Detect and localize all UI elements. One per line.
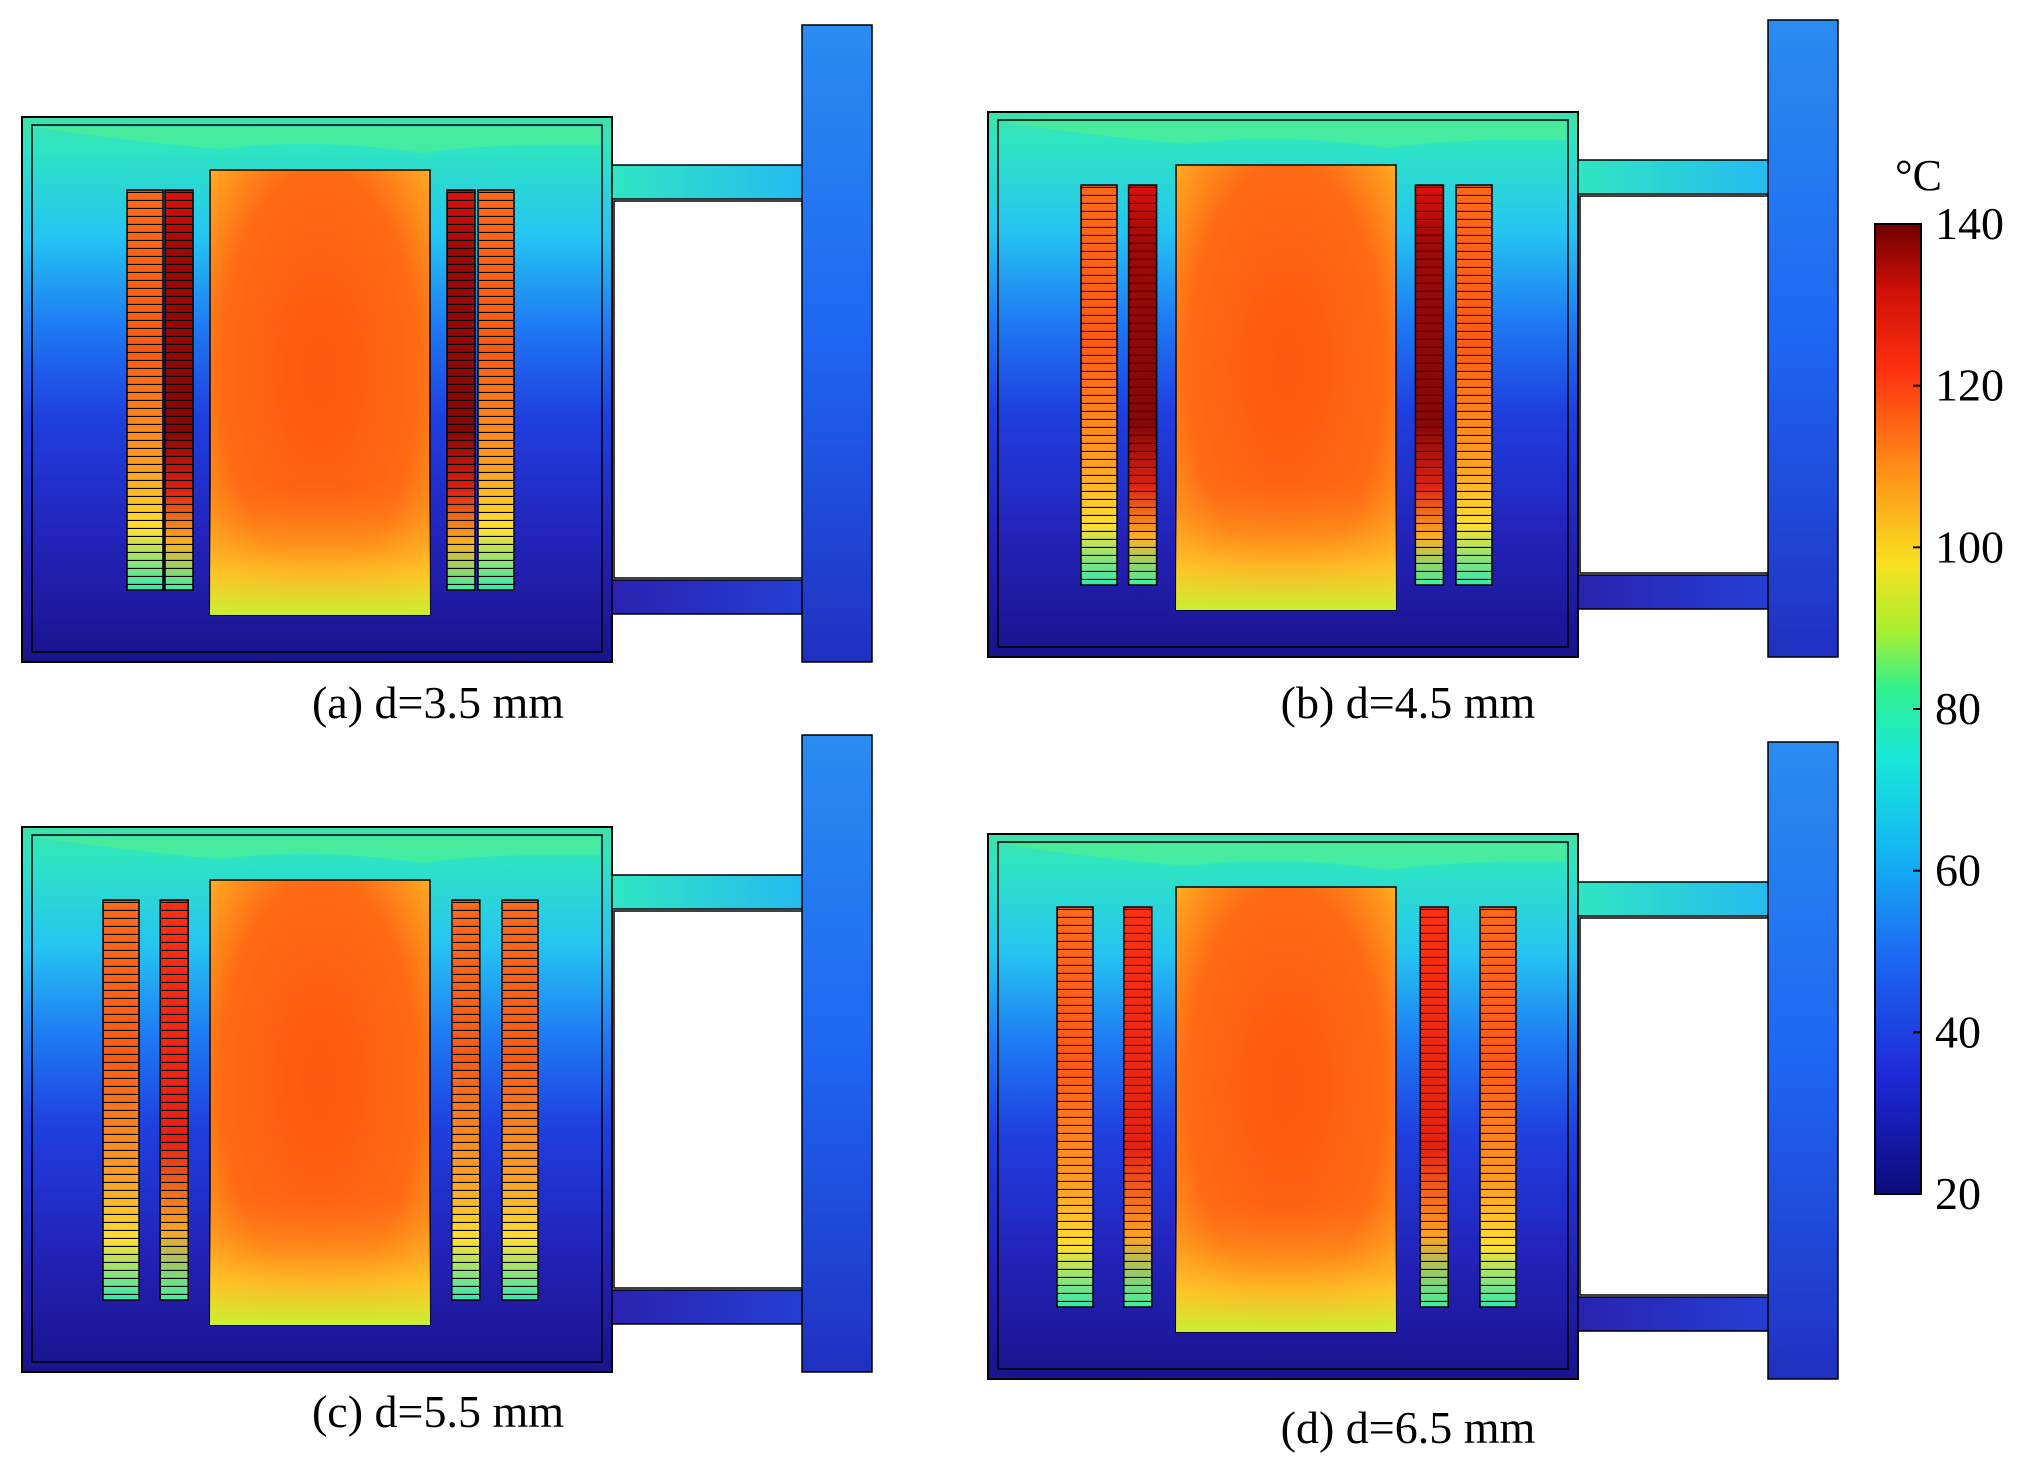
colorbar-unit: °C bbox=[1895, 151, 1942, 200]
upper-pipe bbox=[611, 874, 813, 910]
colorbar-tick-label: 80 bbox=[1935, 683, 1981, 734]
pipe-gap bbox=[1579, 195, 1777, 574]
lower-pipe bbox=[611, 1289, 813, 1325]
colorbar-tick-label: 60 bbox=[1935, 845, 1981, 896]
radiator bbox=[1767, 741, 1839, 1380]
lower-pipe bbox=[1577, 574, 1779, 610]
panel-caption-b: (b) d=4.5 mm bbox=[1281, 677, 1536, 728]
winding-discs-1 bbox=[127, 190, 163, 590]
winding-discs-1 bbox=[1081, 185, 1117, 585]
tank-inner-wall bbox=[997, 119, 1569, 648]
upper-pipe bbox=[1577, 881, 1779, 917]
radiator bbox=[1767, 19, 1839, 658]
winding-discs-2 bbox=[160, 900, 189, 1300]
upper-pipe bbox=[1577, 159, 1779, 195]
winding-discs-4 bbox=[1456, 185, 1492, 585]
winding-discs-1 bbox=[103, 900, 139, 1300]
pipe-gap bbox=[613, 200, 811, 579]
panel-caption-c: (c) d=5.5 mm bbox=[312, 1386, 564, 1437]
winding-discs-3 bbox=[447, 190, 475, 590]
colorbar-tick-label: 120 bbox=[1935, 360, 2004, 411]
colorbar-tick-label: 100 bbox=[1935, 521, 2004, 572]
winding-discs-2 bbox=[1123, 907, 1152, 1307]
panel-d bbox=[987, 741, 1839, 1380]
winding-discs-3 bbox=[451, 900, 480, 1300]
winding-discs-4 bbox=[502, 900, 538, 1300]
tank-inner-wall bbox=[997, 841, 1569, 1370]
panel-a bbox=[21, 24, 873, 663]
panel-b bbox=[987, 19, 1839, 658]
hot-oil-plume bbox=[1000, 122, 1566, 148]
winding-discs-2 bbox=[165, 190, 193, 590]
radiator bbox=[801, 734, 873, 1373]
hot-oil-plume bbox=[34, 127, 600, 153]
winding-discs-3 bbox=[1415, 185, 1444, 585]
hot-oil-plume bbox=[1000, 844, 1566, 870]
core-base-shading bbox=[1176, 887, 1396, 1332]
panel-caption-d: (d) d=6.5 mm bbox=[1281, 1402, 1536, 1453]
panel-c bbox=[21, 734, 873, 1373]
winding-discs-3 bbox=[1420, 907, 1449, 1307]
upper-pipe bbox=[611, 164, 813, 200]
winding-discs-4 bbox=[478, 190, 514, 590]
lower-pipe bbox=[1577, 1296, 1779, 1332]
winding-discs-1 bbox=[1057, 907, 1093, 1307]
colorbar-tick-label: 140 bbox=[1935, 198, 2004, 249]
radiator bbox=[801, 24, 873, 663]
hot-oil-plume bbox=[34, 837, 600, 863]
pipe-gap bbox=[613, 910, 811, 1289]
tank-inner-wall bbox=[31, 834, 603, 1363]
panel-caption-a: (a) d=3.5 mm bbox=[312, 677, 564, 728]
winding-discs-2 bbox=[1128, 185, 1157, 585]
lower-pipe bbox=[611, 579, 813, 615]
tank-inner-wall bbox=[31, 124, 603, 653]
colorbar-tick-label: 40 bbox=[1935, 1006, 1981, 1057]
core-base-shading bbox=[1176, 165, 1396, 610]
colorbar-tick-label: 20 bbox=[1935, 1168, 1981, 1219]
pipe-gap bbox=[1579, 917, 1777, 1296]
core-base-shading bbox=[210, 170, 430, 615]
colorbar: °C 140 120 100 80 60 40 20 bbox=[1874, 151, 2004, 1219]
winding-discs-4 bbox=[1480, 907, 1516, 1307]
core-base-shading bbox=[210, 880, 430, 1325]
